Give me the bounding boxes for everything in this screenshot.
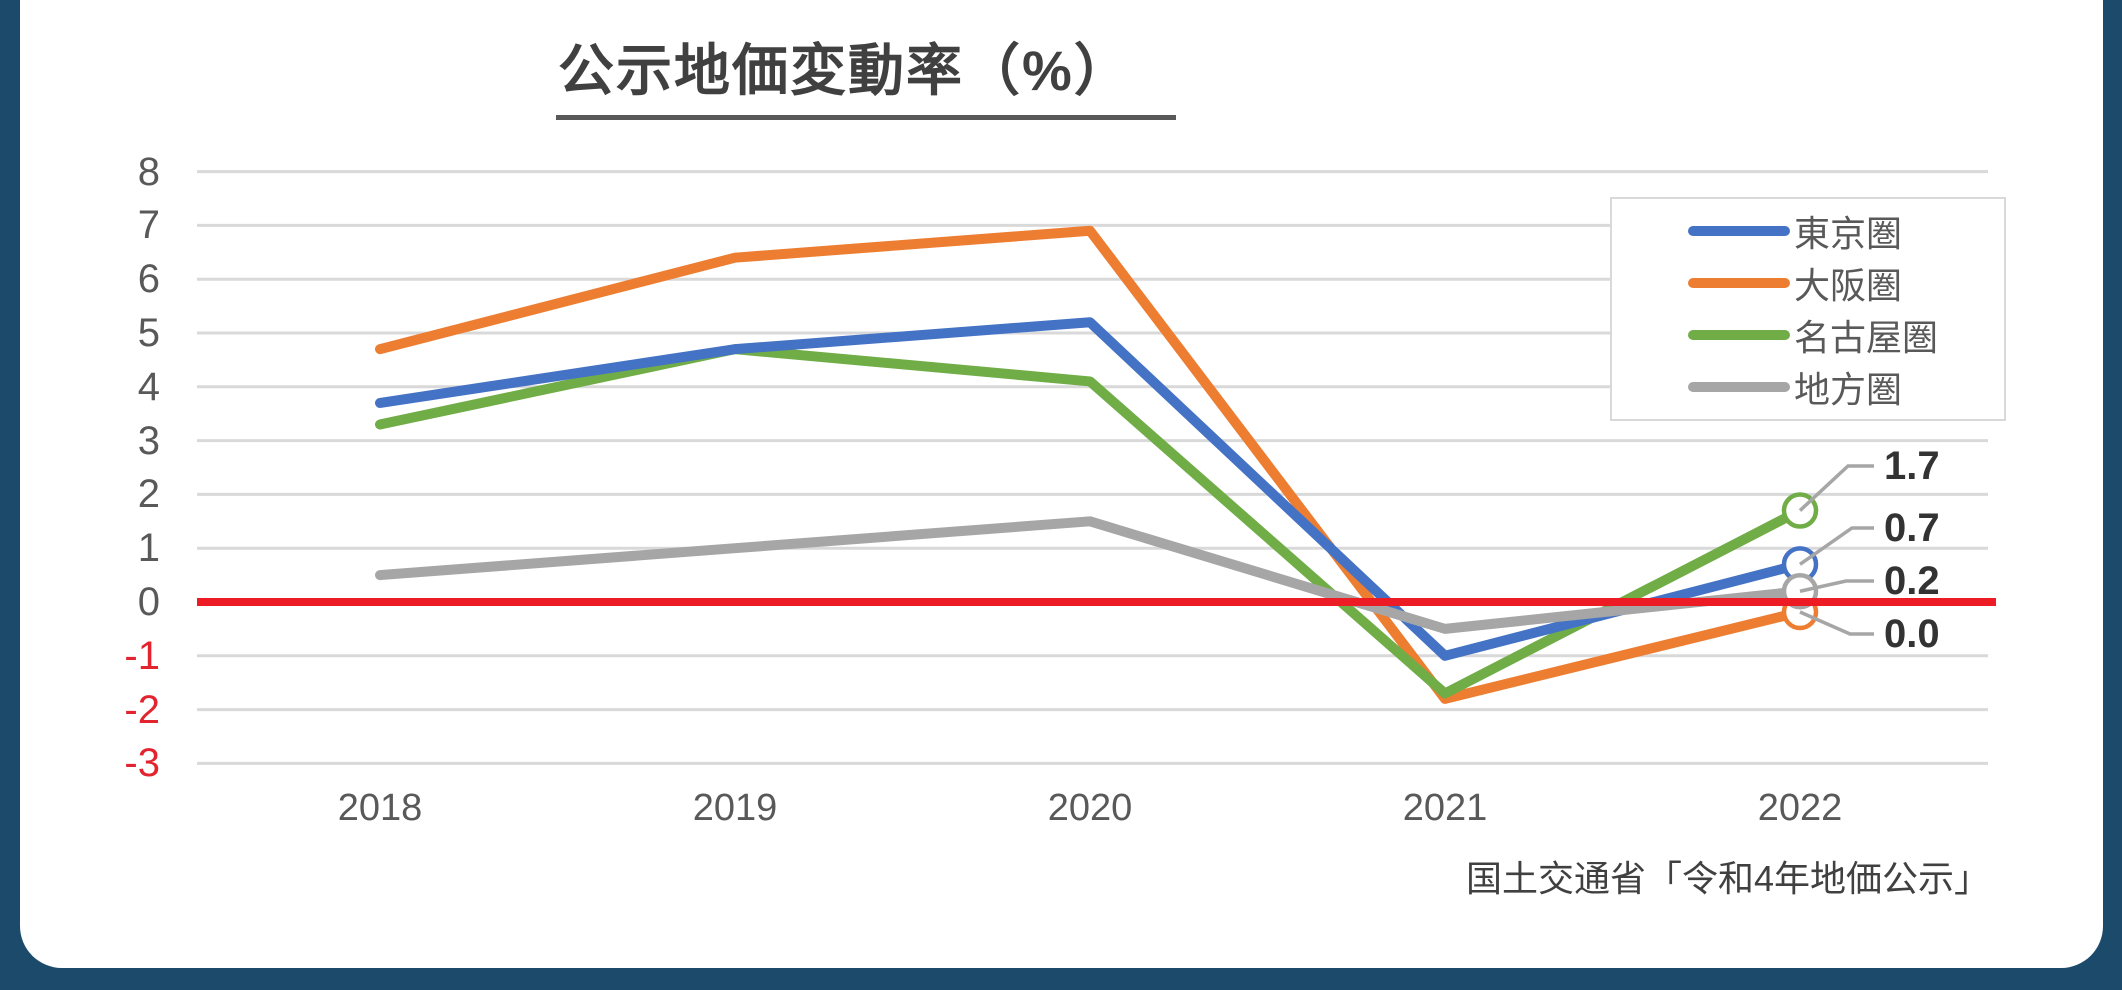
leader-line-地方圏 xyxy=(1799,579,1874,593)
content-panel xyxy=(20,0,2103,968)
y-axis-tick-3: 3 xyxy=(137,418,160,463)
y-axis-tick-8: 8 xyxy=(137,149,160,194)
x-axis-tick-2022: 2022 xyxy=(1757,787,1843,829)
x-axis-tick-2019: 2019 xyxy=(692,787,778,829)
source-note: 国土交通省「令和4年地価公示」 xyxy=(1465,858,1990,899)
chart-title: 公示地価変動率（%） xyxy=(556,26,1176,120)
legend-label: 地方圏 xyxy=(1794,369,1903,410)
legend-item-nagoya: 名古屋圏 xyxy=(1612,309,2004,361)
y-axis-tick-6: 6 xyxy=(137,257,160,302)
chihou-line-swatch-icon xyxy=(1688,382,1790,392)
leader-line-東京圏 xyxy=(1798,526,1874,566)
y-axis-tick--3: -3 xyxy=(124,741,160,786)
end-label-osaka: 0.0 xyxy=(1884,612,1940,656)
legend-label: 大阪圏 xyxy=(1794,265,1903,306)
legend: 東京圏 大阪圏 名古屋圏 地方圏 xyxy=(1610,197,2006,421)
leader-line-名古屋圏 xyxy=(1798,464,1874,512)
end-label-chihou: 0.2 xyxy=(1884,559,1940,603)
leader-line-大阪圏 xyxy=(1799,610,1874,636)
x-axis-tick-2020: 2020 xyxy=(1047,787,1133,829)
y-axis-tick--2: -2 xyxy=(124,687,160,732)
end-label-tokyo: 0.7 xyxy=(1884,506,1940,550)
y-axis-tick-0: 0 xyxy=(137,580,160,624)
legend-item-tokyo: 東京圏 xyxy=(1612,205,2004,257)
x-axis-tick-2018: 2018 xyxy=(337,787,423,829)
y-axis-tick-4: 4 xyxy=(137,364,160,409)
y-axis-tick-2: 2 xyxy=(137,472,160,517)
series-line-大阪圏 xyxy=(375,225,1805,704)
series-line-地方圏 xyxy=(375,516,1805,634)
y-axis-tick--1: -1 xyxy=(124,633,160,678)
y-axis-tick-7: 7 xyxy=(137,203,160,248)
y-axis-tick-1: 1 xyxy=(137,526,160,571)
x-axis-tick-2021: 2021 xyxy=(1402,787,1488,829)
series-line-東京圏 xyxy=(375,317,1805,661)
nagoya-line-swatch-icon xyxy=(1688,330,1790,340)
osaka-line-swatch-icon xyxy=(1688,278,1790,288)
tokyo-line-swatch-icon xyxy=(1688,226,1790,236)
legend-label: 東京圏 xyxy=(1794,213,1903,254)
legend-label: 名古屋圏 xyxy=(1794,317,1939,358)
end-label-nagoya: 1.7 xyxy=(1884,444,1940,488)
y-axis-tick-5: 5 xyxy=(137,311,160,355)
legend-item-osaka: 大阪圏 xyxy=(1612,257,2004,309)
series-line-名古屋圏 xyxy=(375,344,1805,699)
legend-item-chihou: 地方圏 xyxy=(1612,361,2004,413)
